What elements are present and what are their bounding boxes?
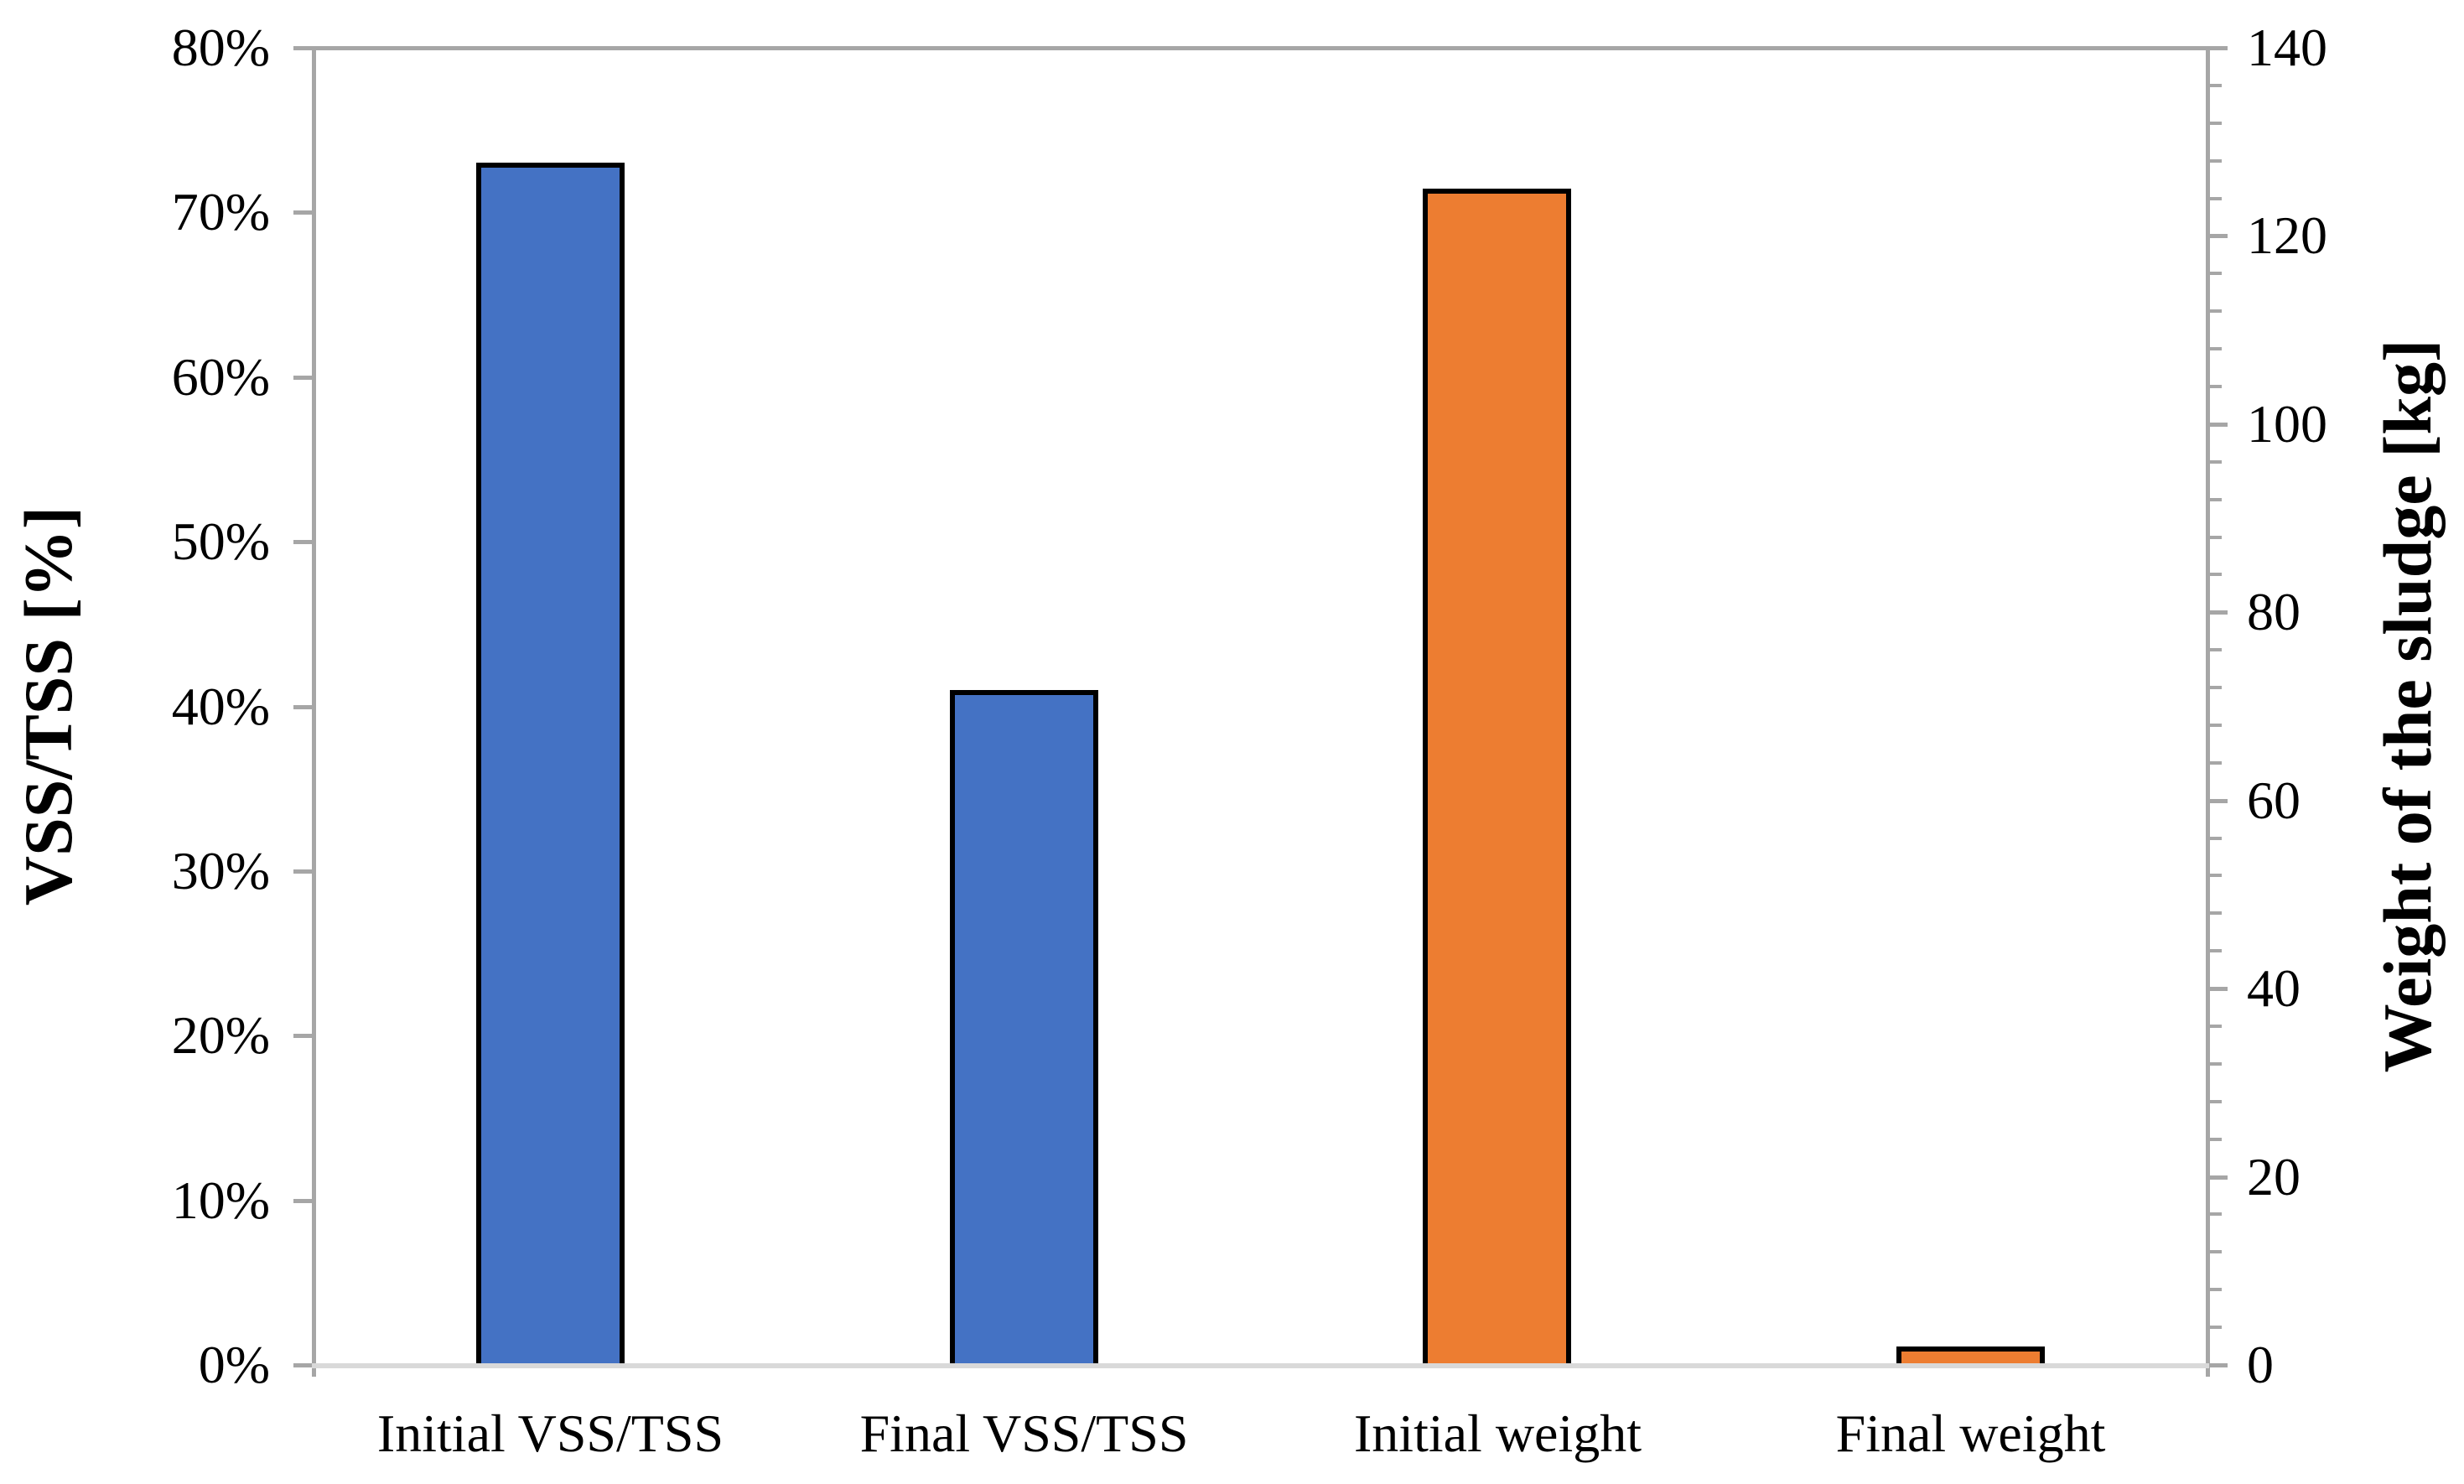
y-axis-right-tick [2209,610,2228,615]
y-axis-right-tick [2209,46,2228,50]
y-axis-left-ticklabel: 30% [171,841,270,900]
x-axis-label: Initial VSS/TSS [376,1404,724,1463]
y-axis-right-ticklabel: 0 [2247,1335,2274,1394]
y-axis-right-minor-tick [2209,1062,2222,1066]
y-axis-right-minor-tick [2209,949,2222,952]
y-axis-right-minor-tick [2209,1288,2222,1291]
y-axis-left-ticklabel: 10% [171,1170,270,1230]
y-axis-right-ticklabel: 20 [2247,1147,2301,1206]
plot-border-top [312,46,2209,50]
y-axis-right-minor-tick [2209,498,2222,501]
y-axis-right-tick [2209,423,2228,427]
y-axis-right-minor-tick [2209,1025,2222,1028]
y-axis-right-ticklabel: 60 [2247,771,2301,830]
y-axis-right-minor-tick [2209,1100,2222,1103]
y-axis-right-minor-tick [2209,686,2222,689]
y-axis-left-ticklabel: 80% [171,18,270,77]
y-axis-right-minor-tick [2209,1212,2222,1216]
y-axis-right-ticklabel: 140 [2247,18,2327,77]
y-axis-right-minor-tick [2209,347,2222,350]
y-axis-right-tick [2209,799,2228,803]
x-axis-line [312,1363,2209,1368]
bar [950,690,1098,1368]
y-axis-right-minor-tick [2209,159,2222,163]
x-axis-label: Final VSS/TSS [859,1404,1189,1463]
bar [476,163,625,1368]
y-axis-right-minor-tick [2209,911,2222,915]
y-axis-right-minor-tick [2209,272,2222,275]
y-axis-right-minor-tick [2209,1250,2222,1253]
y-axis-left-tick [293,46,312,50]
y-axis-right-tick [2209,1363,2228,1367]
y-axis-left-tick [293,705,312,709]
y-axis-left-ticklabel: 40% [171,677,270,736]
y-axis-left-ticklabel: 0% [198,1335,270,1394]
y-axis-right-ticklabel: 120 [2247,205,2327,265]
y-axis-right-minor-tick [2209,197,2222,200]
y-axis-left-tick [293,1363,312,1367]
y-axis-right-minor-tick [2209,536,2222,539]
bar [1423,189,1571,1368]
y-axis-left-line [312,46,316,1377]
y-axis-left-ticklabel: 70% [171,182,270,241]
y-axis-right-minor-tick [2209,385,2222,388]
y-axis-right-minor-tick [2209,460,2222,464]
y-axis-right-minor-tick [2209,1138,2222,1141]
y-axis-right-minor-tick [2209,648,2222,651]
y-axis-right-title: Weight of the sludge [kg] [2369,339,2446,1073]
y-axis-left-tick [293,1034,312,1038]
y-axis-right-tick [2209,987,2228,991]
y-axis-right-ticklabel: 100 [2247,394,2327,454]
y-axis-right-tick [2209,1175,2228,1180]
y-axis-right-line [2206,46,2210,1377]
y-axis-left-ticklabel: 50% [171,511,270,571]
y-axis-right-minor-tick [2209,84,2222,87]
y-axis-left-tick [293,376,312,380]
y-axis-right-minor-tick [2209,1326,2222,1329]
y-axis-left-ticklabel: 20% [171,1005,270,1065]
y-axis-left-tick [293,1199,312,1203]
y-axis-right-minor-tick [2209,761,2222,765]
y-axis-left-tick [293,869,312,874]
y-axis-right-minor-tick [2209,724,2222,727]
y-axis-left-tick [293,210,312,215]
x-axis-label: Final weight [1835,1404,2106,1463]
y-axis-right-minor-tick [2209,573,2222,576]
y-axis-left-ticklabel: 60% [171,347,270,407]
x-axis-label: Initial weight [1353,1404,1642,1463]
y-axis-right-ticklabel: 80 [2247,582,2301,641]
y-axis-right-minor-tick [2209,309,2222,313]
y-axis-right-tick [2209,234,2228,238]
y-axis-left-tick [293,540,312,544]
y-axis-right-minor-tick [2209,122,2222,125]
y-axis-right-minor-tick [2209,837,2222,840]
y-axis-right-minor-tick [2209,874,2222,877]
y-axis-right-ticklabel: 40 [2247,958,2301,1018]
